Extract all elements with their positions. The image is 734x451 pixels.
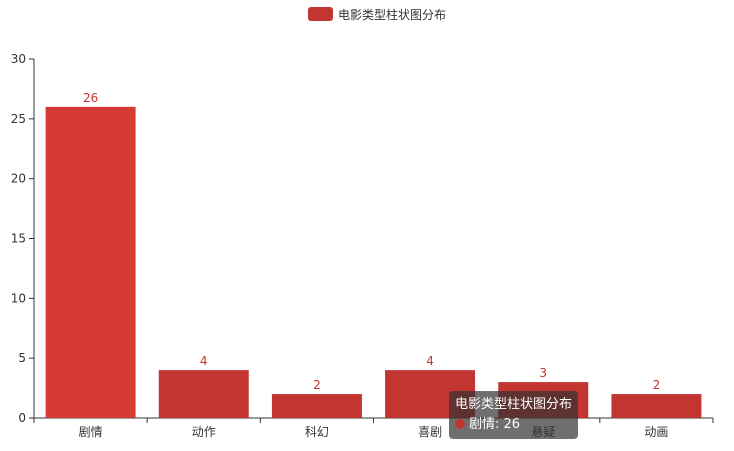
bar-剧情[interactable]: [45, 106, 136, 418]
bar-动画[interactable]: [611, 394, 702, 418]
y-tick-label: 15: [11, 232, 26, 246]
x-tick-label: 科幻: [305, 425, 329, 439]
x-tick-label: 动作: [192, 425, 216, 439]
y-tick-label: 25: [11, 112, 26, 126]
tooltip: 电影类型柱状图分布 剧情: 26: [449, 391, 579, 439]
x-tick-label: 喜剧: [418, 425, 442, 439]
y-tick-label: 0: [18, 411, 26, 425]
legend-swatch: [308, 7, 333, 21]
bar-动作[interactable]: [158, 370, 249, 418]
bar-value-label: 3: [539, 366, 547, 380]
bar-科幻[interactable]: [271, 394, 362, 418]
x-tick-label: 动画: [644, 425, 668, 439]
bar-value-label: 4: [200, 354, 208, 368]
bar-value-label: 2: [313, 378, 321, 392]
bar-value-label: 2: [653, 378, 661, 392]
y-tick-label: 30: [11, 52, 26, 66]
legend-label[interactable]: 电影类型柱状图分布: [338, 7, 446, 22]
x-tick-label: 剧情: [79, 425, 103, 439]
y-tick-label: 5: [18, 351, 26, 365]
tooltip-value: 26: [503, 417, 521, 432]
bar-value-label: 4: [426, 354, 434, 368]
y-tick-label: 20: [11, 172, 26, 186]
tooltip-marker: [455, 419, 465, 429]
tooltip-title: 电影类型柱状图分布: [455, 397, 573, 412]
bar-value-label: 26: [83, 91, 98, 105]
tooltip-label: 剧情: [469, 417, 496, 432]
y-tick-label: 10: [11, 291, 26, 305]
